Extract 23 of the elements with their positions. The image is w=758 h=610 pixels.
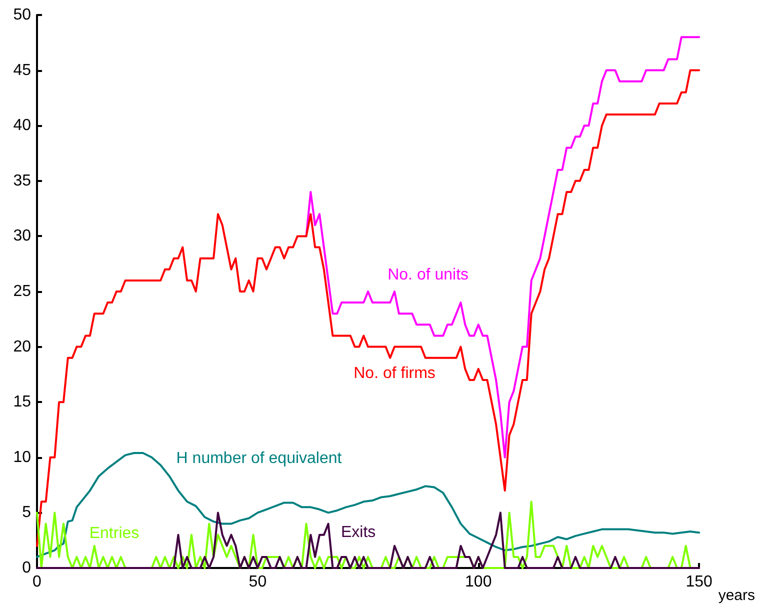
x-tick-label: 50 [248, 574, 267, 590]
x-tick-label: 150 [686, 574, 713, 590]
x-tick-label: 100 [465, 574, 492, 590]
x-tick-label: 0 [32, 574, 42, 590]
y-tick-label: 5 [22, 504, 32, 522]
y-tick-label: 35 [13, 172, 32, 190]
line-series [36, 452, 700, 558]
y-tick-label: 45 [13, 62, 32, 79]
y-tick-label: 40 [13, 117, 32, 134]
series-label: No. of units [388, 266, 469, 284]
y-tick-label: 15 [13, 394, 32, 411]
line-series [36, 69, 700, 547]
x-axis-title: years [718, 587, 755, 604]
series-label: No. of firms [354, 364, 436, 382]
y-tick-label: 10 [13, 448, 32, 466]
y-tick-label: 0 [22, 560, 32, 576]
series-label: H number of equivalent [176, 450, 342, 468]
y-tick-label: 30 [13, 228, 32, 245]
y-tick-label: 25 [13, 283, 32, 300]
y-tick-label: 50 [13, 6, 32, 24]
series-label: Exits [340, 524, 376, 542]
y-tick-label: 20 [13, 338, 32, 356]
series-label: Entries [89, 525, 140, 542]
